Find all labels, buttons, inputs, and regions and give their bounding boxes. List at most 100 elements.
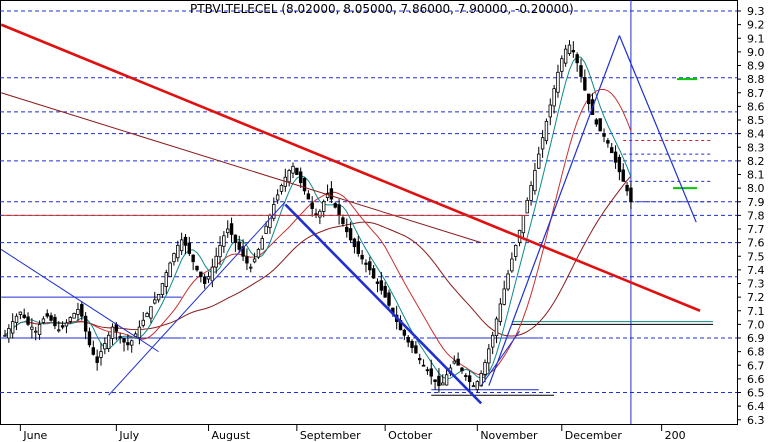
y-tick-label: 6.7 — [747, 359, 765, 372]
candle-body — [341, 217, 345, 224]
candle-body — [176, 244, 180, 259]
candle-body — [279, 184, 284, 192]
candle-body — [525, 199, 529, 214]
candle-body — [206, 276, 211, 280]
y-tick-label: 7.4 — [747, 264, 765, 277]
candle-body — [502, 288, 506, 305]
candle-body — [298, 171, 303, 184]
y-tick-label: 8.2 — [747, 155, 765, 168]
candle-body — [183, 236, 188, 246]
y-tick-label: 8.0 — [747, 182, 765, 195]
candle-body — [544, 120, 549, 142]
candle-body — [226, 228, 230, 234]
candle-body — [30, 326, 34, 330]
y-tick-label: 8.1 — [747, 169, 765, 182]
candle-body — [245, 256, 249, 264]
candle-body — [356, 241, 360, 254]
candle-body — [164, 272, 168, 287]
candle-body — [464, 375, 468, 377]
candle-body — [295, 167, 299, 175]
candle-body — [310, 202, 314, 209]
candle-body — [95, 356, 99, 363]
candle-body — [421, 364, 426, 367]
blue-up-trendline-july — [108, 201, 286, 396]
candle-body — [610, 147, 614, 154]
candle-body — [575, 54, 579, 64]
candle-body — [49, 315, 53, 321]
x-tick-label: August — [212, 429, 251, 442]
candle-body — [418, 358, 422, 361]
candle-body — [60, 325, 65, 328]
y-tick-label: 6.4 — [747, 400, 765, 413]
candle-body — [156, 293, 161, 301]
y-tick-label: 6.9 — [747, 332, 765, 345]
candle-body — [249, 266, 253, 269]
candle-body — [118, 336, 122, 339]
candle-body — [514, 244, 518, 257]
moving-average-medium — [4, 88, 632, 376]
candle-body — [345, 226, 349, 233]
x-tick-label: December — [565, 429, 623, 442]
y-axis: 6.36.46.56.66.76.86.97.07.17.27.37.47.57… — [737, 5, 765, 427]
moving-average-short — [4, 56, 632, 380]
candle-body — [106, 334, 111, 350]
candle-body — [625, 184, 629, 192]
blue-down-trendline — [284, 203, 483, 405]
candle-body — [53, 316, 57, 327]
candle-body — [333, 203, 337, 208]
candle-body — [437, 375, 441, 387]
candle-body — [402, 329, 407, 336]
candle-body — [187, 242, 192, 254]
candle-body — [191, 254, 195, 263]
candle-body — [506, 273, 510, 290]
candle-body — [306, 193, 311, 200]
candle-body — [444, 374, 449, 386]
candle-body — [602, 133, 606, 137]
candle-body — [260, 238, 264, 250]
candle-body — [537, 153, 541, 169]
candle-body — [563, 48, 568, 64]
chart-title: PTBVLTELECEL (8.02000, 8.05000, 7.86000,… — [190, 2, 574, 16]
candle-body — [199, 271, 203, 278]
candle-body — [237, 241, 241, 250]
candle-body — [172, 253, 176, 263]
candle-body — [560, 58, 564, 72]
candle-body — [556, 71, 560, 93]
y-tick-label: 7.2 — [747, 291, 765, 304]
x-tick-label: September — [300, 429, 361, 442]
candle-body — [583, 77, 587, 91]
candle-body — [360, 254, 364, 260]
blue-down-trendline-december — [618, 35, 697, 223]
candle-body — [571, 50, 576, 53]
candle-body — [18, 311, 23, 315]
candle-body — [617, 156, 622, 173]
candle-body — [414, 345, 418, 354]
blue-channel-line — [480, 330, 520, 386]
y-tick-label: 7.1 — [747, 305, 765, 318]
candle-body — [490, 334, 495, 348]
candle-body — [606, 140, 610, 144]
candle-body — [598, 118, 602, 132]
y-tick-label: 6.5 — [747, 387, 765, 400]
candle-body — [375, 281, 380, 284]
y-tick-label: 8.3 — [747, 141, 765, 154]
y-tick-label: 9.2 — [747, 19, 765, 32]
candle-body — [72, 313, 76, 319]
candle-body — [475, 381, 480, 390]
candle-body — [222, 235, 226, 247]
candle-body — [3, 334, 7, 337]
candle-body — [433, 379, 437, 383]
y-tick-label: 8.9 — [747, 60, 765, 73]
candle-body — [471, 385, 476, 388]
candle-body — [202, 276, 207, 284]
candle-body — [64, 322, 69, 327]
candle-body — [322, 201, 326, 212]
y-tick-label: 6.3 — [747, 414, 765, 427]
candle-body — [383, 285, 387, 298]
candle-body — [14, 315, 19, 324]
candle-body — [533, 170, 537, 192]
candle-body — [80, 304, 84, 317]
candle-body — [548, 104, 552, 118]
x-axis: June July August September October November De… — [19, 424, 686, 442]
